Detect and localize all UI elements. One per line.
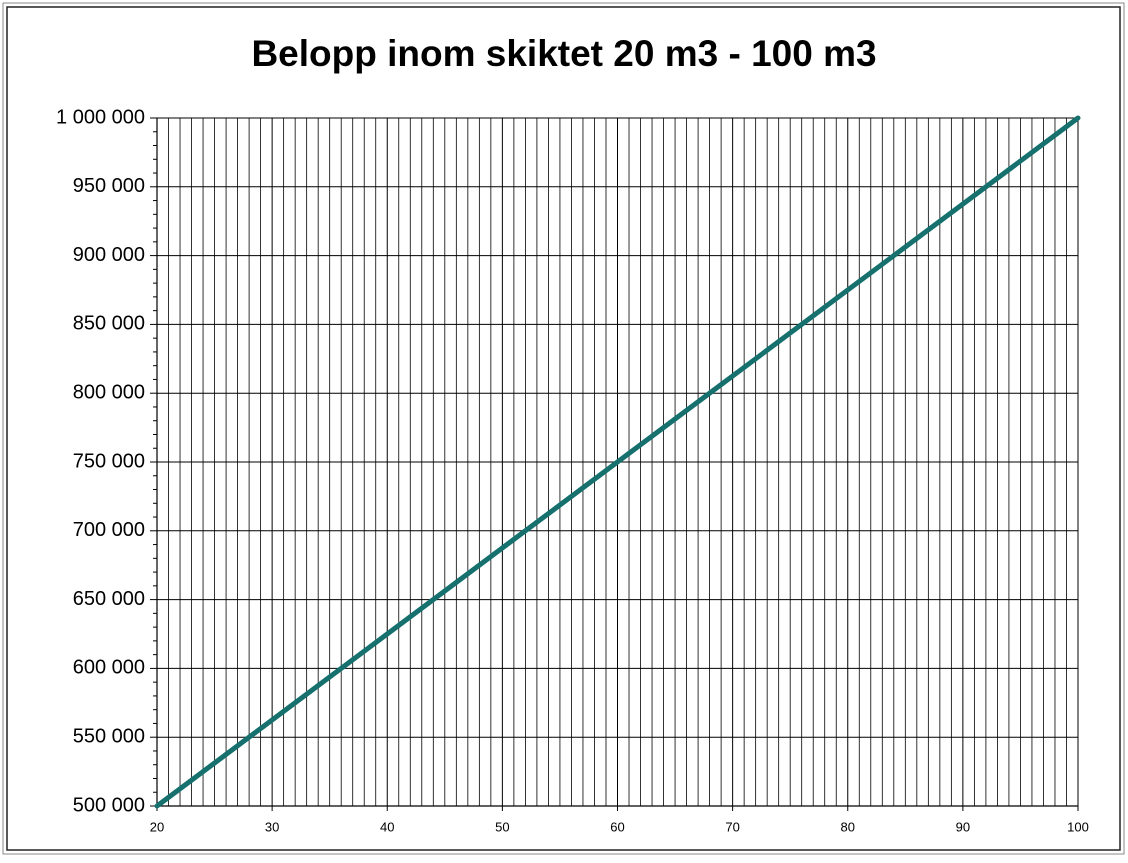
x-tick-label: 70	[725, 819, 739, 834]
y-tick-label: 550 000	[73, 725, 145, 747]
x-tick-label: 50	[495, 819, 509, 834]
x-tick-label: 30	[265, 819, 279, 834]
x-tick-label: 100	[1067, 819, 1089, 834]
line	[154, 115, 1081, 809]
y-tick-label: 850 000	[73, 313, 145, 335]
y-tick-label: 650 000	[73, 588, 145, 610]
y-tick-label: 950 000	[73, 175, 145, 197]
chart-title: Belopp inom skiktet 20 m3 - 100 m3	[251, 33, 876, 74]
y-tick-label: 700 000	[73, 519, 145, 541]
y-tick-label: 600 000	[73, 657, 145, 679]
y-tick-label: 800 000	[73, 381, 145, 403]
x-tick-label: 40	[380, 819, 394, 834]
y-tick-label: 1 000 000	[56, 106, 145, 128]
x-tick-label: 80	[841, 819, 855, 834]
x-tick-label: 20	[150, 819, 164, 834]
inner-frame	[6, 6, 1121, 851]
y-tick-label: 500 000	[73, 794, 145, 816]
y-tick-label: 900 000	[73, 244, 145, 266]
x-tick-label: 60	[610, 819, 624, 834]
x-tick-label: 90	[956, 819, 970, 834]
y-tick-label: 750 000	[73, 450, 145, 472]
